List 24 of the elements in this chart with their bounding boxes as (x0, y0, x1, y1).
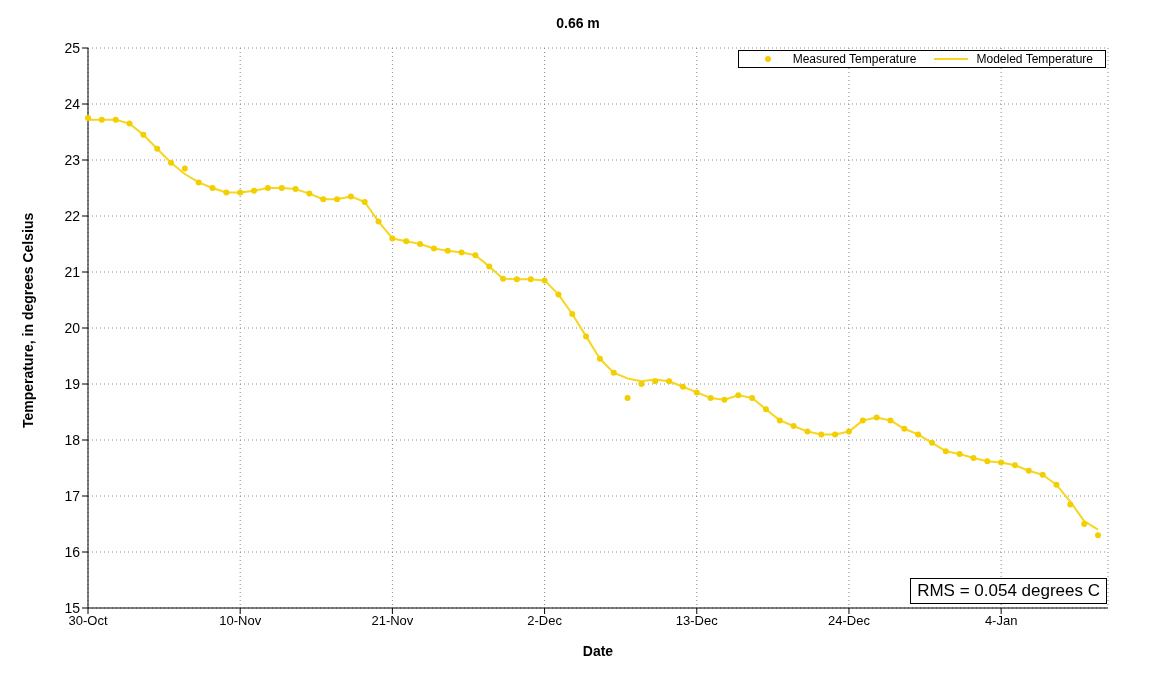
x-tick-label: 30-Oct (68, 613, 108, 629)
x-tick-label: 13-Dec (675, 613, 719, 629)
y-tick-label: 15 (64, 599, 81, 616)
x-tick-label: 10-Nov (219, 613, 262, 629)
y-tick-label: 24 (64, 95, 81, 112)
x-tick-label: 21-Nov (371, 613, 414, 629)
y-tick-label: 17 (64, 487, 81, 504)
y-tick-label: 22 (64, 207, 81, 224)
y-axis-title: Temperature, in degrees Celsius (19, 212, 36, 428)
chart-title: 0.66 m (555, 14, 601, 33)
y-tick-label: 19 (64, 375, 81, 392)
legend-label: Measured Temperature (792, 52, 917, 66)
x-tick-label: 2-Dec (527, 613, 563, 629)
y-tick-label: 25 (64, 39, 81, 56)
y-tick-label: 20 (64, 319, 81, 336)
annotation: RMS = 0.054 degrees C (910, 578, 1107, 604)
y-tick-label: 23 (64, 151, 81, 168)
x-tick-label: 4-Jan (984, 613, 1018, 629)
y-tick-label: 18 (64, 431, 81, 448)
x-tick-label: 24-Dec (828, 613, 871, 629)
legend-label: Modeled Temperature (976, 52, 1093, 66)
y-tick-label: 16 (64, 543, 81, 560)
x-axis-title: Date (582, 643, 614, 659)
y-tick-label: 21 (64, 263, 81, 280)
